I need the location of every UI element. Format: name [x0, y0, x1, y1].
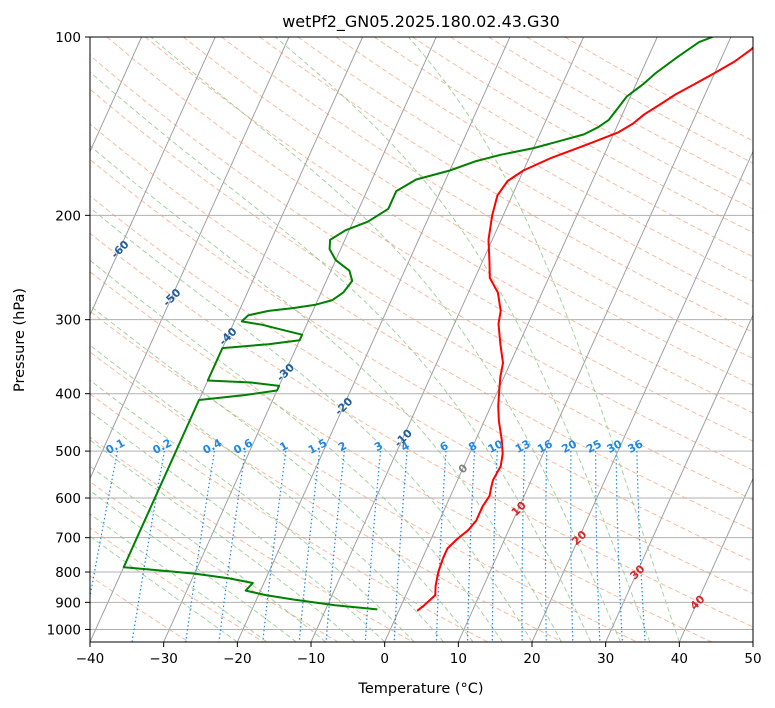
- isotherm-line: [605, 313, 753, 642]
- mixing-ratio-line-4: [262, 451, 287, 642]
- isotherm-line: [236, 37, 511, 642]
- x-tick-label: 40: [671, 651, 688, 667]
- isobars: [90, 37, 753, 630]
- moist-adiabat-13: [150, 37, 621, 642]
- dry-adiabat-10: [90, 158, 753, 563]
- isotherm-line: [678, 477, 753, 642]
- mixing-ratio-line-7: [364, 451, 382, 642]
- x-tick-label: 50: [744, 651, 761, 667]
- y-tick-label: 100: [55, 30, 81, 46]
- x-tick-label: 30: [597, 651, 614, 667]
- y-tick-label: 300: [55, 313, 81, 329]
- mixing-ratio-line-9: [435, 451, 447, 642]
- isotherm-line: [90, 37, 216, 317]
- moist-adiabat-15: [408, 37, 680, 642]
- mixing-ratio-label-15: 25: [584, 437, 604, 456]
- temperature-profile: [416, 46, 753, 612]
- dry-adiabat-13: [90, 54, 753, 471]
- moist-adiabat-11: [90, 145, 562, 642]
- x-axis-title: Temperature (°C): [357, 681, 483, 697]
- dry-adiabat-17: [221, 37, 753, 360]
- mixing-ratio-label-12: 13: [513, 437, 533, 456]
- moist-adiabat-3: [90, 465, 327, 642]
- moist-adiabat-6: [90, 379, 415, 642]
- mixing-ratio-lines: [90, 450, 646, 642]
- y-tick-label: 1000: [47, 622, 81, 638]
- y-tick-label: 400: [55, 387, 81, 403]
- x-tick-label: 10: [450, 651, 467, 667]
- dry-adiabat-6: [90, 310, 639, 642]
- y-axis: 100 200 300 400 500 600 700 800 900 1000: [47, 30, 90, 638]
- mixing-ratio-line-16: [615, 451, 624, 642]
- mixing-ratio-line-15: [595, 451, 601, 642]
- mixing-ratio-line-5: [298, 451, 321, 642]
- mixing-ratio-label-11: 10: [486, 437, 506, 456]
- x-tick-label: −30: [149, 651, 178, 667]
- mixing-ratio-label-14: 20: [559, 437, 579, 456]
- dry-adiabat-2: [90, 481, 340, 642]
- mixing-ratio-line-8: [393, 451, 408, 642]
- y-axis-title: Pressure (hPa): [12, 288, 28, 392]
- plot-frame: [89, 36, 754, 643]
- y-tick-label: 200: [55, 208, 81, 224]
- mixing-ratio-line-0: [90, 450, 119, 601]
- isotherm-line: [384, 37, 658, 642]
- y-tick-label: 800: [55, 565, 81, 581]
- mixing-ratio-line-13: [544, 451, 548, 642]
- moist-adiabat-4: [90, 439, 356, 642]
- profile-series: [122, 37, 753, 612]
- isotherm-line: [90, 37, 290, 480]
- moist-adiabats: [90, 37, 680, 642]
- mixing-ratio-label-16: 30: [605, 437, 625, 456]
- mixing-ratio-line-10: [466, 451, 476, 642]
- mixing-ratio-line-6: [325, 451, 345, 642]
- moist-adiabat-12: [90, 71, 592, 642]
- moist-adiabat-9: [90, 259, 503, 642]
- mixing-ratio-line-17: [636, 451, 646, 642]
- x-tick-label: 0: [380, 651, 389, 667]
- dry-adiabat-18: [259, 37, 753, 333]
- mixing-ratio-label-17: 36: [626, 437, 646, 456]
- moist-adiabat-14: [274, 37, 651, 642]
- mixing-ratio-line-12: [521, 451, 526, 642]
- mixing-ratio-line-14: [570, 451, 574, 642]
- chart-title: wetPf2_GN05.2025.180.02.43.G30: [282, 12, 560, 32]
- mixing-ratio-line-3: [218, 451, 246, 642]
- moist-adiabat-7: [90, 344, 444, 642]
- x-tick-label: −20: [223, 651, 252, 667]
- isotherm-line: [310, 37, 585, 642]
- y-tick-label: 600: [55, 491, 81, 507]
- dry-adiabat-14: [106, 37, 753, 442]
- x-tick-label: 20: [523, 651, 540, 667]
- mixing-ratio-label-13: 16: [535, 437, 555, 456]
- dewpoint-profile: [122, 37, 713, 611]
- isotherm-line: [457, 37, 732, 642]
- mixing-ratio-line-11: [491, 451, 498, 642]
- isotherm-line: [531, 150, 753, 642]
- moist-adiabat-10: [90, 206, 533, 642]
- y-tick-label: 700: [55, 531, 81, 547]
- y-tick-label: 500: [55, 444, 81, 460]
- moist-adiabat-0: [90, 535, 238, 642]
- x-tick-label: −10: [297, 651, 326, 667]
- dry-adiabat-12: [90, 88, 753, 501]
- dry-adiabat-9: [90, 195, 753, 595]
- x-tick-label: −40: [76, 651, 105, 667]
- mixing-ratio-line-2: [185, 451, 215, 642]
- x-axis: −40 −30 −20 −10 0 10 20 30 40 50: [76, 642, 762, 667]
- isotherm-line: [90, 37, 143, 153]
- dry-adiabat-19: [297, 37, 753, 308]
- y-tick-label: 900: [55, 595, 81, 611]
- dry-adiabat-15: [144, 37, 753, 414]
